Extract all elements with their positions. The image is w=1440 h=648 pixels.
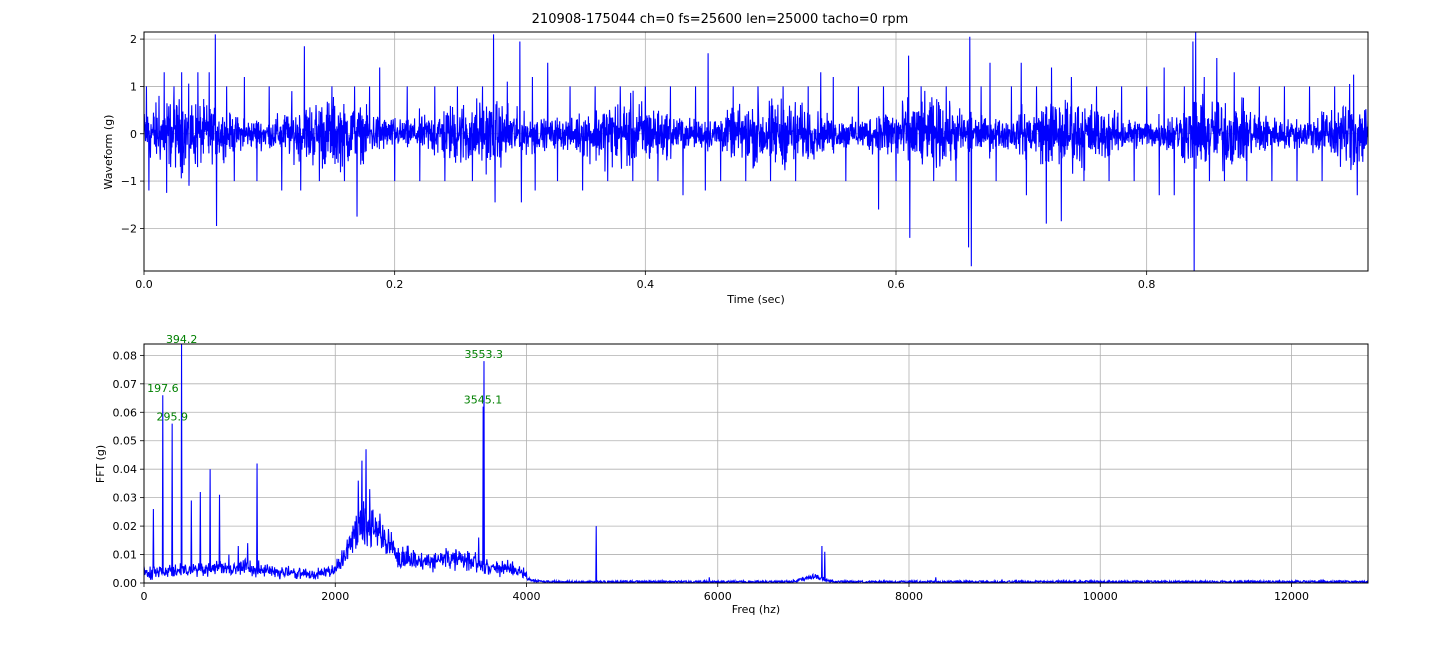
fft-y-tick-label: 0.05	[113, 435, 138, 448]
fft-peak-annotations: 394.2 197.6 295.9 3553.3 3545.1	[147, 333, 503, 424]
fft-peak-label: 394.2	[166, 333, 198, 346]
fft-x-ticks: 0 2000 4000 6000 8000 10000 12000	[141, 583, 1309, 603]
waveform-y-tick-label: 0	[130, 128, 137, 141]
waveform-y-tick-label: 2	[130, 33, 137, 46]
fft-x-tick-label: 6000	[704, 590, 732, 603]
fft-peak-label: 3553.3	[465, 348, 504, 361]
fft-y-axis-label: FFT (g)	[94, 445, 107, 483]
waveform-x-tick-label: 0.8	[1138, 278, 1156, 291]
waveform-plot-frame	[143, 31, 1369, 272]
waveform-x-axis-label: Time (sec)	[726, 293, 785, 306]
waveform-y-ticks: −2 −1 0 1 2	[121, 33, 144, 235]
fft-x-tick-label: 0	[141, 590, 148, 603]
chart-title: 210908-175044 ch=0 fs=25600 len=25000 ta…	[532, 12, 909, 27]
fft-x-tick-label: 4000	[513, 590, 541, 603]
fft-y-ticks: 0.00 0.01 0.02 0.03 0.04 0.05 0.06 0.07 0.08	[113, 349, 144, 590]
waveform-y-tick-label: −1	[121, 175, 137, 188]
fft-y-tick-label: 0.03	[113, 492, 138, 505]
fft-peak-label: 3545.1	[464, 394, 503, 407]
fft-y-tick-label: 0.02	[113, 520, 138, 533]
fft-x-tick-label: 8000	[895, 590, 923, 603]
waveform-y-tick-label: −2	[121, 222, 137, 235]
waveform-y-tick-label: 1	[130, 80, 137, 93]
fft-y-tick-label: 0.00	[113, 577, 138, 590]
fft-series-line	[144, 344, 1368, 583]
waveform-series-line	[144, 32, 1368, 271]
waveform-x-tick-label: 0.2	[386, 278, 404, 291]
fft-grid	[143, 344, 1368, 584]
fft-x-tick-label: 10000	[1083, 590, 1118, 603]
waveform-y-axis-label: Waveform (g)	[102, 115, 115, 190]
fft-y-tick-label: 0.04	[113, 463, 138, 476]
fft-y-tick-label: 0.08	[113, 349, 138, 362]
waveform-x-tick-label: 0.4	[637, 278, 655, 291]
fft-y-tick-label: 0.01	[113, 549, 138, 562]
fft-x-tick-label: 2000	[321, 590, 349, 603]
fft-x-axis-label: Freq (hz)	[732, 603, 780, 616]
waveform-x-ticks: 0.0 0.2 0.4 0.6 0.8	[135, 271, 1155, 291]
fft-x-tick-label: 12000	[1274, 590, 1309, 603]
fft-y-tick-label: 0.07	[113, 378, 138, 391]
fft-peak-label: 295.9	[157, 411, 189, 424]
fft-plot-frame	[143, 343, 1369, 584]
waveform-x-tick-label: 0.0	[135, 278, 153, 291]
fft-peak-label: 197.6	[147, 382, 179, 395]
fft-y-tick-label: 0.06	[113, 406, 138, 419]
waveform-x-tick-label: 0.6	[887, 278, 905, 291]
